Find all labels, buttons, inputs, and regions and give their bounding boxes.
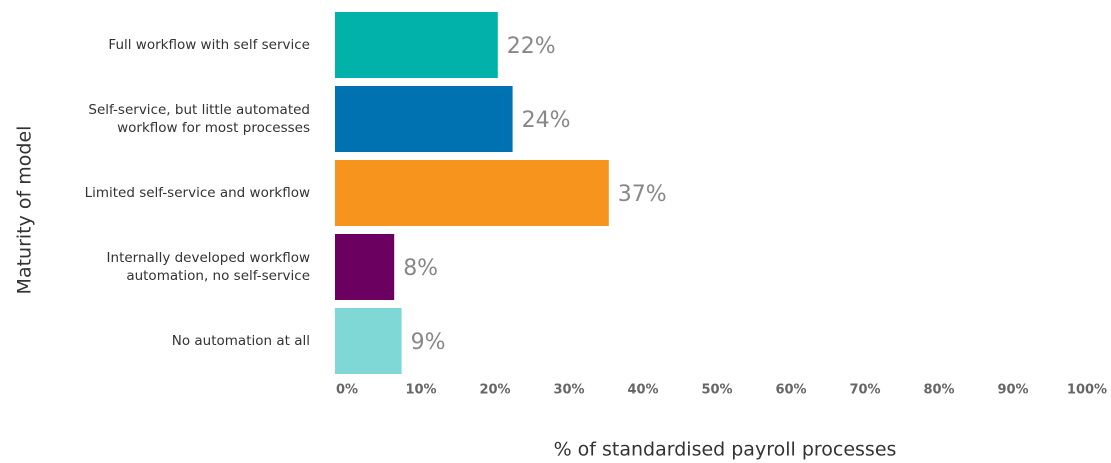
bar: [335, 160, 609, 226]
y-tick-label: Full workflow with self service: [108, 37, 310, 53]
x-tick-label: 10%: [405, 383, 436, 398]
x-tick-label: 0%: [336, 383, 358, 398]
value-label: 9%: [411, 330, 446, 355]
value-label: 37%: [618, 182, 667, 207]
x-tick-label: 60%: [775, 383, 806, 398]
y-tick-label: No automation at all: [171, 333, 310, 349]
y-axis-title: Maturity of model: [14, 126, 36, 295]
x-axis-title: % of standardised payroll processes: [554, 439, 897, 461]
bar: [335, 234, 395, 300]
value-label: 22%: [507, 34, 556, 59]
bar: [335, 86, 513, 152]
x-tick-label: 30%: [553, 383, 584, 398]
x-tick-label: 100%: [1067, 383, 1107, 398]
y-tick-label: Limited self-service and workflow: [84, 185, 310, 201]
bar: [335, 308, 402, 374]
y-tick-label: Internally developed workflow automation…: [106, 250, 310, 284]
x-tick-label: 20%: [479, 383, 510, 398]
value-label: 8%: [403, 256, 438, 281]
y-tick-label: Self-service, but little automated workf…: [88, 102, 310, 136]
bar: [335, 12, 498, 78]
x-tick-label: 50%: [701, 383, 732, 398]
x-tick-label: 80%: [923, 383, 954, 398]
x-tick-label: 90%: [997, 383, 1028, 398]
value-label: 24%: [522, 108, 571, 133]
x-tick-label: 40%: [627, 383, 658, 398]
x-tick-label: 70%: [849, 383, 880, 398]
